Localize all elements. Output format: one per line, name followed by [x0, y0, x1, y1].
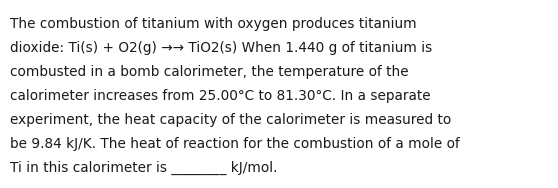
Text: dioxide: Ti(s) + O2(g) →→ TiO2(s) When 1.440 g of titanium is: dioxide: Ti(s) + O2(g) →→ TiO2(s) When 1…	[10, 41, 432, 55]
Text: be 9.84 kJ/K. The heat of reaction for the combustion of a mole of: be 9.84 kJ/K. The heat of reaction for t…	[10, 137, 460, 151]
Text: The combustion of titanium with oxygen produces titanium: The combustion of titanium with oxygen p…	[10, 17, 417, 31]
Text: experiment, the heat capacity of the calorimeter is measured to: experiment, the heat capacity of the cal…	[10, 113, 451, 127]
Text: calorimeter increases from 25.00°C to 81.30°C. In a separate: calorimeter increases from 25.00°C to 81…	[10, 89, 431, 103]
Text: combusted in a bomb calorimeter, the temperature of the: combusted in a bomb calorimeter, the tem…	[10, 65, 408, 79]
Text: Ti in this calorimeter is ________ kJ/mol.: Ti in this calorimeter is ________ kJ/mo…	[10, 161, 277, 175]
